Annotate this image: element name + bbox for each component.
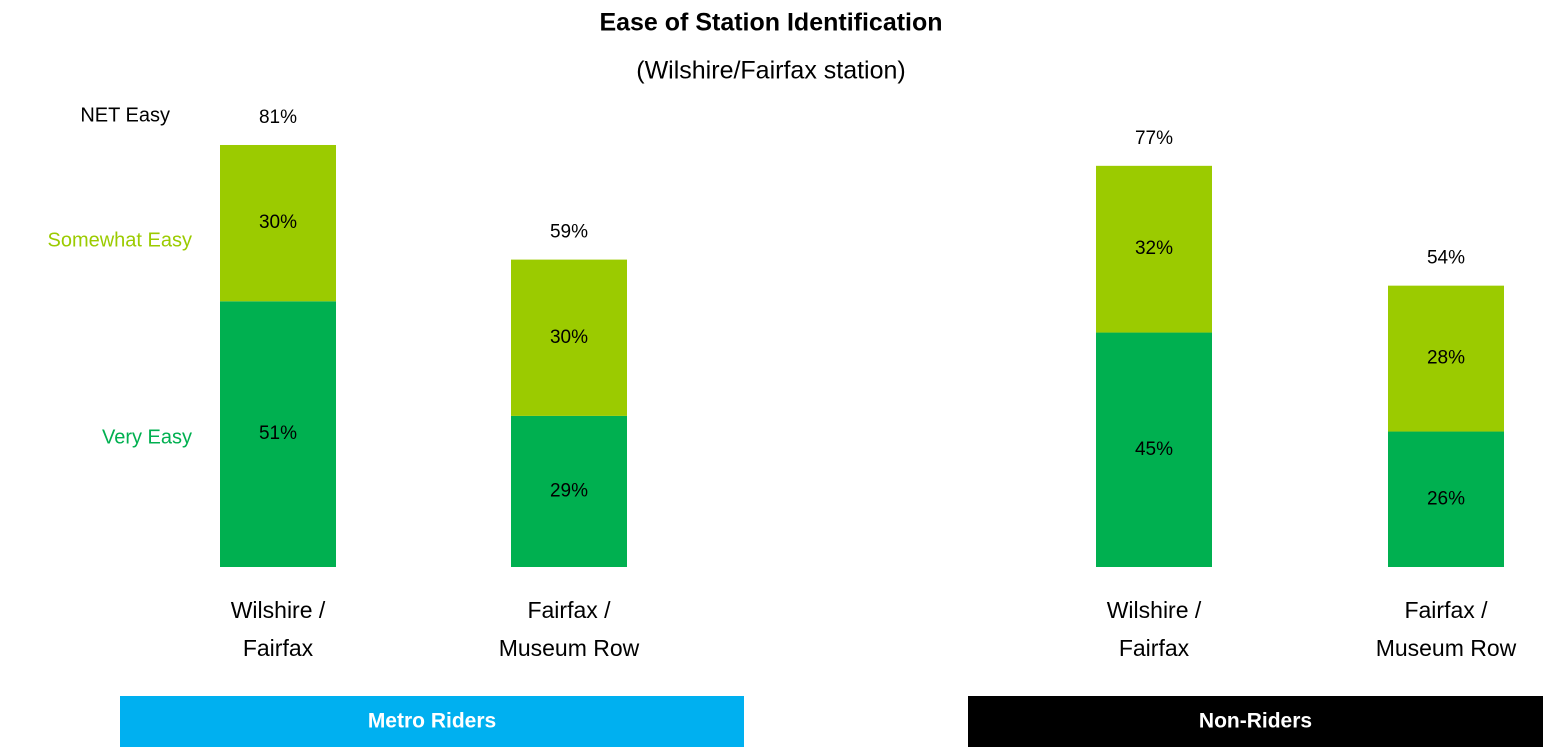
data-label: 26%	[1427, 488, 1465, 509]
data-label: 51%	[259, 423, 297, 444]
group-label: Metro Riders	[368, 710, 496, 733]
x-tick-label: Fairfax /	[1404, 597, 1488, 623]
x-tick-label: Fairfax	[243, 635, 314, 661]
data-label: 30%	[550, 327, 588, 348]
x-tick-label: Wilshire /	[1107, 597, 1202, 623]
x-tick-label: Wilshire /	[231, 597, 326, 623]
bar-segment	[220, 301, 336, 567]
data-label: 45%	[1135, 439, 1173, 460]
legend-label: NET Easy	[80, 104, 170, 126]
legend-label: Somewhat Easy	[47, 229, 192, 251]
group-banner	[120, 696, 744, 747]
total-label: 54%	[1427, 248, 1465, 269]
x-tick-label: Museum Row	[1376, 635, 1517, 661]
data-label: 29%	[550, 480, 588, 501]
x-tick-label: Fairfax /	[527, 597, 611, 623]
data-label: 32%	[1135, 238, 1173, 259]
chart-subtitle: (Wilshire/Fairfax station)	[636, 57, 906, 85]
group-banner	[968, 696, 1543, 747]
data-label: 30%	[259, 212, 297, 233]
group-label: Non-Riders	[1199, 710, 1312, 733]
bar-segment	[220, 144, 336, 302]
total-label: 59%	[550, 222, 588, 243]
chart-title: Ease of Station Identification	[599, 9, 942, 37]
bar-segment	[511, 259, 627, 416]
legend-label: Very Easy	[102, 426, 192, 448]
bar-segment	[511, 415, 627, 567]
total-label: 77%	[1135, 128, 1173, 149]
x-tick-label: Fairfax	[1119, 635, 1190, 661]
data-label: 28%	[1427, 348, 1465, 369]
bar-segment	[1096, 332, 1212, 567]
bar-segment	[1096, 165, 1212, 333]
bar-segment	[1388, 285, 1504, 432]
bar-segment	[1388, 431, 1504, 567]
total-label: 81%	[259, 107, 297, 128]
x-tick-label: Museum Row	[499, 635, 640, 661]
